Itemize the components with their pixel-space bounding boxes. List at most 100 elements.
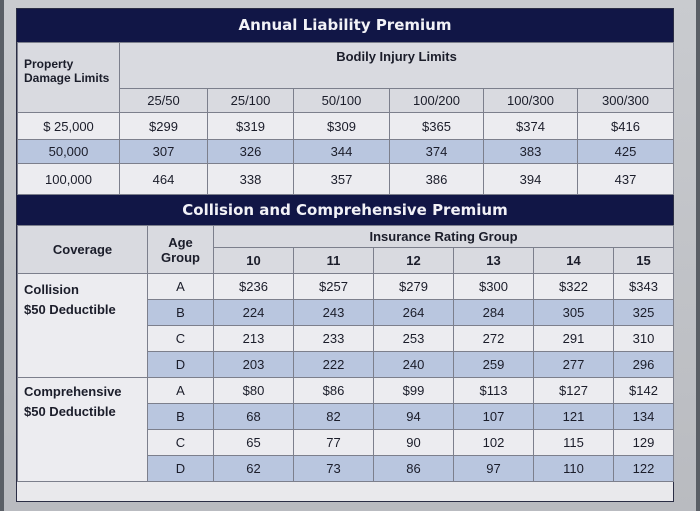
collision-deductible: $50 Deductible: [24, 302, 116, 317]
rating-col: 13: [453, 247, 534, 274]
age-group: D: [147, 351, 214, 378]
premium-cell: 107: [453, 403, 534, 430]
liability-table: Property Damage Limits Bodily Injury Lim…: [17, 42, 675, 195]
premium-cell: $319: [207, 112, 294, 140]
premium-cell: $309: [293, 112, 390, 140]
liability-title: Annual Liability Premium: [17, 9, 673, 42]
premium-cell: 240: [373, 351, 454, 378]
collision-row: Collision $50 Deductible A $236 $257 $27…: [17, 273, 675, 378]
premium-cell: 437: [576, 163, 675, 195]
bi-limit-col: 50/100: [293, 88, 390, 113]
premium-cell: $300: [453, 273, 534, 300]
bi-limit-col: 25/100: [207, 88, 294, 113]
premium-cell: $113: [453, 377, 534, 404]
premium-cell: 307: [119, 139, 208, 164]
liability-row: 50,000 307 326 344 374 383 425: [17, 139, 675, 164]
rating-col: 12: [373, 247, 454, 274]
rating-col: 14: [533, 247, 614, 274]
comprehensive-deductible: $50 Deductible: [24, 404, 116, 419]
collision-label: Collision: [24, 282, 79, 297]
premium-cell: 222: [293, 351, 374, 378]
comprehensive-row: Comprehensive $50 Deductible A $80 $86 $…: [17, 377, 675, 482]
premium-cell: 203: [213, 351, 294, 378]
premium-cell: $299: [119, 112, 208, 140]
premium-cell: $86: [293, 377, 374, 404]
liability-row: $ 25,000 $299 $319 $309 $365 $374 $416: [17, 112, 675, 140]
comprehensive-label: Comprehensive: [24, 384, 122, 399]
premium-cell: 134: [612, 403, 675, 430]
bi-limit-col: 100/300: [483, 88, 578, 113]
premium-cell: $374: [483, 112, 578, 140]
premium-cell: $80: [213, 377, 294, 404]
age-group: C: [147, 325, 214, 352]
age-group: B: [147, 403, 214, 430]
rating-col: 11: [293, 247, 374, 274]
premium-cell: $257: [293, 273, 374, 300]
bi-limit-col: 25/50: [119, 88, 208, 113]
premium-cell: 253: [373, 325, 454, 352]
comprehensive-coverage-cell: Comprehensive $50 Deductible: [17, 377, 148, 482]
collision-coverage-cell: Collision $50 Deductible: [17, 273, 148, 378]
premium-cell: 272: [453, 325, 534, 352]
premium-cell: 77: [293, 429, 374, 456]
premium-cell: 122: [612, 455, 675, 482]
premium-cell: 305: [533, 299, 614, 326]
collision-row: D 203 222 240 259 277 296: [18, 351, 675, 378]
premium-cell: 233: [293, 325, 374, 352]
bi-limit-col: 100/200: [389, 88, 484, 113]
coverage-header: Coverage: [17, 225, 148, 274]
premium-cell: 338: [207, 163, 294, 195]
premium-cell: 62: [213, 455, 294, 482]
premium-cell: 284: [453, 299, 534, 326]
premium-cell: 326: [207, 139, 294, 164]
premium-cell: 129: [612, 429, 675, 456]
rating-col: 10: [213, 247, 294, 274]
rating-col: 15: [612, 247, 675, 274]
premium-cell: 82: [293, 403, 374, 430]
premium-cell: 94: [373, 403, 454, 430]
comprehensive-row: D 62 73 86 97 110 122: [18, 455, 675, 482]
premium-cell: 224: [213, 299, 294, 326]
premium-cell: $322: [533, 273, 614, 300]
premium-cell: 357: [293, 163, 390, 195]
premium-cell: 383: [483, 139, 578, 164]
rating-group-header: Insurance Rating Group: [212, 225, 675, 248]
premium-cell: $365: [389, 112, 484, 140]
age-group: B: [147, 299, 214, 326]
premium-cell: 102: [453, 429, 534, 456]
comprehensive-row: B 68 82 94 107 121 134: [18, 403, 675, 430]
premium-cell: 110: [533, 455, 614, 482]
premium-cell: 296: [612, 351, 675, 378]
age-group: D: [147, 455, 214, 482]
premium-cell: $416: [576, 112, 675, 140]
premium-cell: 115: [533, 429, 614, 456]
premium-cell: 325: [612, 299, 675, 326]
premium-cell: 90: [373, 429, 454, 456]
premium-cell: 121: [533, 403, 614, 430]
pd-limit: $ 25,000: [17, 112, 120, 140]
premium-cell: 277: [533, 351, 614, 378]
premium-cell: 68: [213, 403, 294, 430]
premium-cell: 464: [119, 163, 208, 195]
premium-cell: 425: [576, 139, 675, 164]
premium-cell: 344: [293, 139, 390, 164]
age-group-header: Age Group: [147, 225, 214, 274]
age-group: A: [147, 273, 214, 300]
collision-row: C 213 233 253 272 291 310: [18, 325, 675, 352]
premium-cell: $127: [533, 377, 614, 404]
pd-limit: 50,000: [17, 139, 120, 164]
pd-limit: 100,000: [17, 163, 120, 195]
premium-cell: 73: [293, 455, 374, 482]
premium-cell: $343: [612, 273, 675, 300]
premium-cell: 259: [453, 351, 534, 378]
premium-cell: $142: [612, 377, 675, 404]
premium-cell: 394: [483, 163, 578, 195]
premium-cell: 213: [213, 325, 294, 352]
premium-cell: 264: [373, 299, 454, 326]
premium-cell: 374: [389, 139, 484, 164]
premium-cell: $236: [213, 273, 294, 300]
bi-limit-col: 300/300: [576, 88, 675, 113]
coll-comp-title: Collision and Comprehensive Premium: [17, 195, 673, 225]
comprehensive-row: C 65 77 90 102 115 129: [18, 429, 675, 456]
premium-cell: 65: [213, 429, 294, 456]
